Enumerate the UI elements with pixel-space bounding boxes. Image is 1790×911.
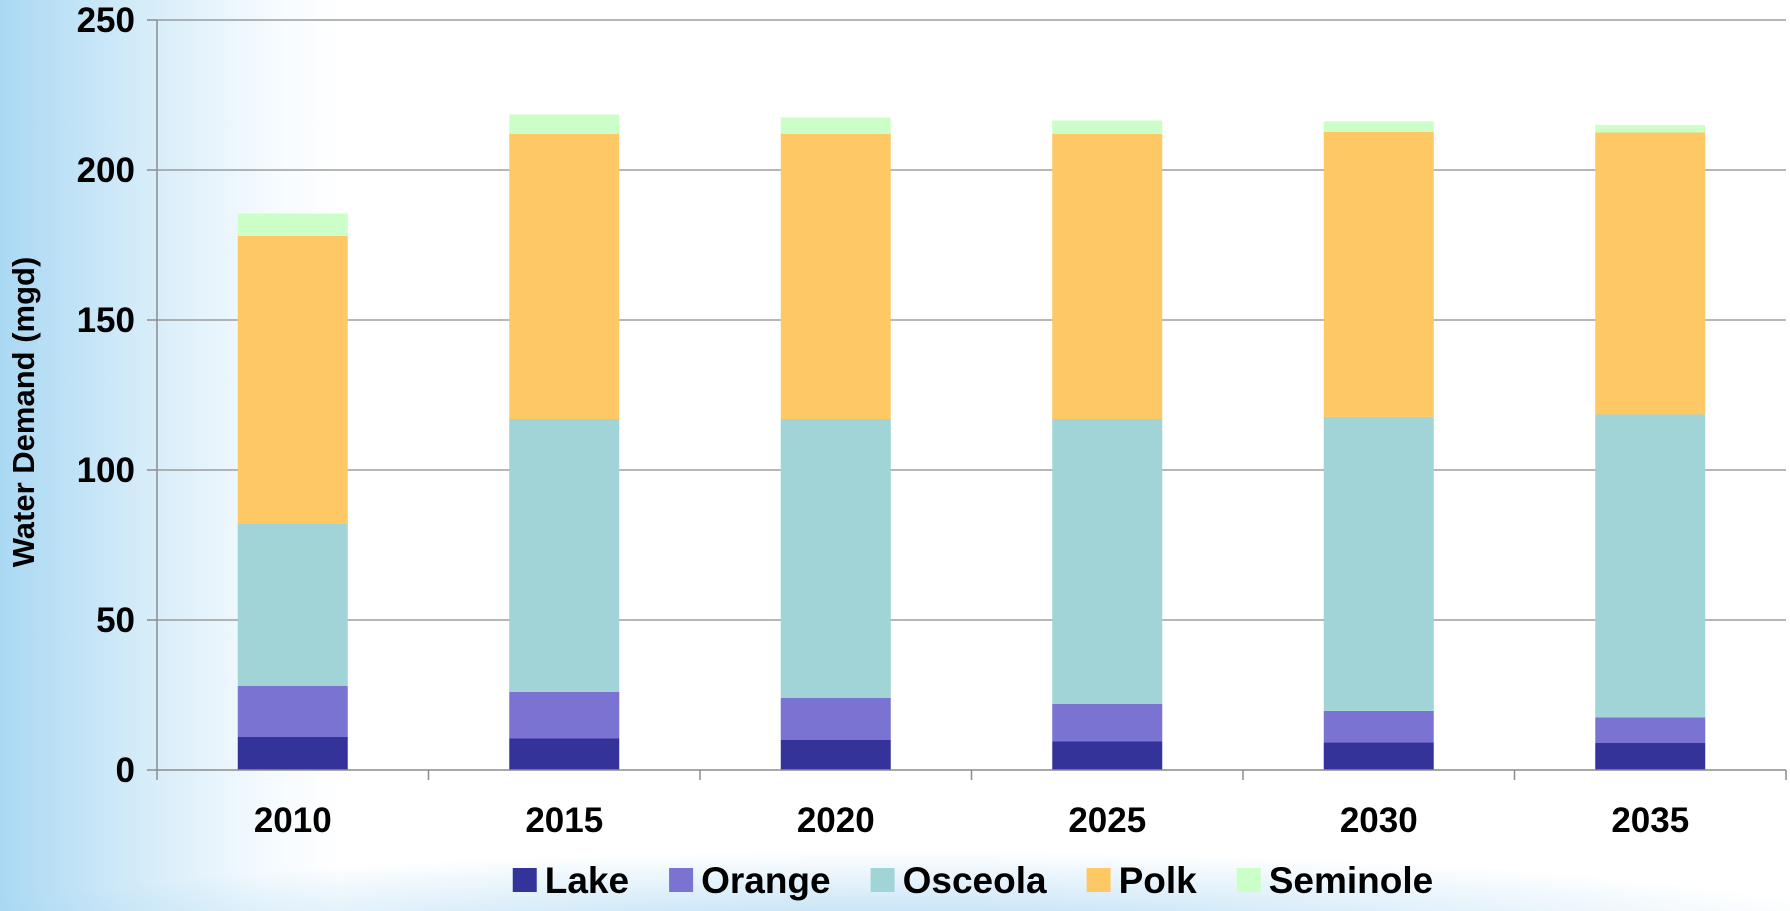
legend-item-osceola: Osceola xyxy=(870,860,1047,901)
x-tick-label: 2020 xyxy=(797,801,875,840)
bar-lake-2025 xyxy=(1052,741,1163,770)
legend-swatch xyxy=(870,868,895,892)
legend-item-polk: Polk xyxy=(1086,860,1198,901)
legend-item-lake: Lake xyxy=(512,860,629,901)
legend: Lake Orange Osceola Polk Seminole xyxy=(512,860,1434,901)
bar-stack-2030 xyxy=(1323,121,1434,770)
bar-lake-2020 xyxy=(780,740,891,770)
legend-label: Osceola xyxy=(903,860,1047,901)
legend-swatch xyxy=(512,868,537,892)
axes xyxy=(147,19,1787,780)
legend-label: Orange xyxy=(701,860,831,901)
gridlines xyxy=(157,19,1786,621)
bar-osceola-2025 xyxy=(1052,419,1163,704)
bar-stack-2015 xyxy=(509,114,620,770)
bar-osceola-2020 xyxy=(780,419,891,698)
bar-seminole-2035 xyxy=(1595,125,1706,133)
legend-swatch xyxy=(669,868,694,892)
x-tick-label: 2035 xyxy=(1611,801,1689,840)
bar-osceola-2010 xyxy=(237,524,348,686)
bar-polk-2020 xyxy=(780,134,891,419)
bar-seminole-2030 xyxy=(1323,121,1434,132)
legend-item-seminole: Seminole xyxy=(1236,860,1434,901)
y-tick-label: 200 xyxy=(77,151,135,190)
x-tick-labels: 2010 2015 2020 2025 2030 2035 xyxy=(254,801,1689,840)
y-tick-label: 100 xyxy=(77,451,135,490)
bar-lake-2030 xyxy=(1323,742,1434,770)
legend-label: Seminole xyxy=(1269,860,1434,901)
bar-polk-2010 xyxy=(237,236,348,524)
y-tick-label: 50 xyxy=(96,601,135,640)
x-tick-label: 2025 xyxy=(1068,801,1146,840)
x-tick-label: 2030 xyxy=(1340,801,1418,840)
bar-osceola-2030 xyxy=(1323,416,1434,711)
bar-polk-2035 xyxy=(1595,132,1706,415)
bar-polk-2030 xyxy=(1323,131,1434,417)
bar-seminole-2025 xyxy=(1052,120,1163,134)
bar-lake-2010 xyxy=(237,737,348,770)
bar-polk-2015 xyxy=(509,134,620,419)
bar-orange-2015 xyxy=(509,692,620,739)
bar-polk-2025 xyxy=(1052,134,1163,419)
y-tick-label: 150 xyxy=(77,301,135,340)
bar-stack-2035 xyxy=(1595,125,1706,770)
bar-seminole-2010 xyxy=(237,213,348,236)
legend-label: Polk xyxy=(1119,860,1198,901)
y-tick-label: 0 xyxy=(116,751,135,790)
bar-osceola-2015 xyxy=(509,419,620,692)
bar-orange-2030 xyxy=(1323,710,1434,743)
bar-lake-2015 xyxy=(509,738,620,770)
bar-stack-2020 xyxy=(780,117,891,770)
y-axis-title: Water Demand (mgd) xyxy=(6,257,41,568)
legend-item-orange: Orange xyxy=(669,860,831,901)
legend-swatch xyxy=(1086,868,1111,892)
legend-swatch xyxy=(1236,868,1261,892)
bar-osceola-2035 xyxy=(1595,414,1706,718)
x-tick-label: 2015 xyxy=(525,801,603,840)
x-tick-label: 2010 xyxy=(254,801,332,840)
bar-orange-2035 xyxy=(1595,717,1706,743)
bar-orange-2025 xyxy=(1052,704,1163,742)
bars xyxy=(237,114,1706,770)
bar-lake-2035 xyxy=(1595,743,1706,770)
legend-label: Lake xyxy=(545,860,629,901)
bar-orange-2010 xyxy=(237,686,348,737)
bar-orange-2020 xyxy=(780,698,891,740)
y-tick-labels: 0 50 100 150 200 250 xyxy=(77,1,135,790)
bar-seminole-2015 xyxy=(509,114,620,134)
bar-seminole-2020 xyxy=(780,117,891,134)
bar-stack-2010 xyxy=(237,213,348,770)
bar-stack-2025 xyxy=(1052,120,1163,770)
y-tick-label: 250 xyxy=(77,1,135,40)
